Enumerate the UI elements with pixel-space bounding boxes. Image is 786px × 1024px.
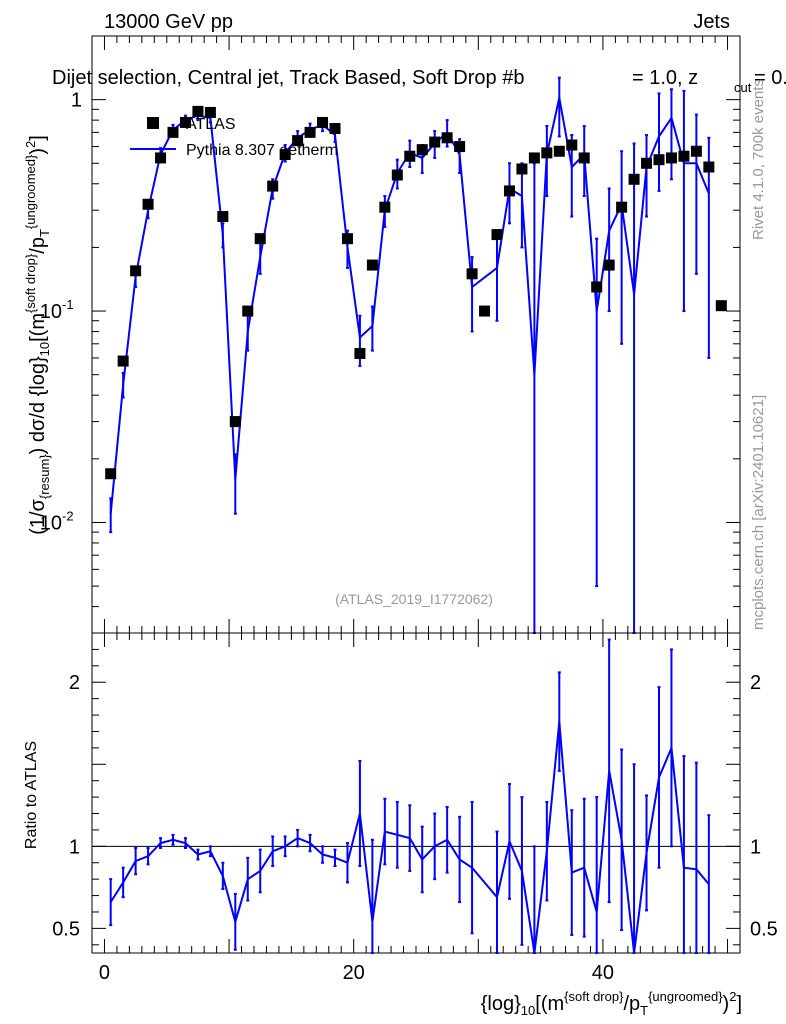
y-tick-exponent: -1 — [62, 297, 74, 312]
atlas-data-point — [354, 347, 366, 359]
atlas-data-point — [167, 126, 179, 138]
ratio-y-tick-label-right: 1 — [750, 836, 761, 858]
legend: ATLAS Pythia 8.307 eetherm — [130, 116, 338, 159]
atlas-data-point — [653, 154, 665, 166]
atlas-data-point — [603, 259, 615, 271]
main-axis-ticks: 10 -210 -11 — [40, 35, 740, 634]
atlas-data-point — [503, 185, 515, 197]
atlas-data-point — [665, 152, 677, 164]
atlas-data-point — [204, 106, 216, 118]
x-axis-label: {log}10[(m{soft drop}/pT{ungroomed})2] — [481, 989, 742, 1018]
atlas-data-point — [541, 147, 553, 159]
ratio-series-line — [109, 721, 710, 954]
atlas-data-point — [429, 136, 441, 148]
y-tick-label: 10 — [40, 301, 62, 323]
analysis-label: (ATLAS_2019_I1772062) — [335, 591, 493, 607]
zcut-value: = 0.1 — [754, 67, 786, 89]
ratio-y-tick-label-right: 0.5 — [750, 918, 778, 940]
atlas-data-point — [553, 145, 565, 157]
atlas-data-point — [591, 281, 603, 293]
atlas-data-point — [416, 144, 428, 156]
ratio-y-tick-label: 1 — [69, 836, 80, 858]
atlas-data-point — [466, 268, 478, 280]
atlas-data-point — [516, 163, 528, 175]
atlas-data-point — [105, 468, 117, 480]
ratio-plot-marks — [109, 638, 711, 954]
atlas-data-point — [217, 211, 229, 223]
ratio-plot-frame — [91, 632, 741, 954]
x-tick-label: 20 — [343, 962, 365, 984]
atlas-data-point — [578, 152, 590, 164]
atlas-data-point — [117, 355, 129, 367]
ratio-y-tick-label-right: 2 — [750, 672, 761, 694]
rivet-label: Rivet 4.1.0, 700k events — [750, 79, 767, 240]
atlas-data-point — [454, 141, 466, 153]
ratio-y-tick-label: 0.5 — [52, 918, 80, 940]
atlas-data-point — [715, 300, 727, 312]
atlas-data-point — [130, 265, 142, 277]
atlas-data-point — [292, 135, 304, 147]
atlas-data-point — [279, 149, 291, 161]
atlas-data-point — [641, 157, 653, 169]
atlas-data-point — [242, 305, 254, 317]
atlas-data-point — [329, 123, 341, 135]
ratio-axis-ticks: 0 20 40 0.5 0.5 1 1 2 2 — [52, 633, 778, 984]
atlas-data-point — [366, 259, 378, 271]
atlas-data-point — [142, 198, 154, 210]
atlas-data-point — [179, 116, 191, 128]
selection-title: Dijet selection, Central jet, Track Base… — [52, 67, 524, 89]
atlas-data-point — [304, 126, 316, 138]
atlas-data-point — [616, 201, 628, 213]
atlas-data-point — [703, 161, 715, 173]
mcplots-label: mcplots.cern.ch [arXiv:2401.10621] — [750, 395, 767, 630]
atlas-data-point — [317, 116, 329, 128]
atlas-data-point — [254, 233, 266, 245]
atlas-data-point — [192, 105, 204, 117]
atlas-data-point — [690, 145, 702, 157]
legend-atlas-marker — [147, 117, 159, 129]
atlas-data-point — [341, 233, 353, 245]
atlas-data-point — [479, 305, 491, 317]
beta-label: = 1.0, z — [632, 67, 698, 89]
atlas-data-point — [441, 132, 453, 144]
atlas-data-point — [628, 173, 640, 185]
y-tick-label: 1 — [71, 90, 82, 112]
legend-pythia-label: Pythia 8.307 eetherm — [186, 142, 338, 159]
x-tick-label: 0 — [99, 962, 110, 984]
main-y-axis-label: (1/σ{resum}) dσ/d {log}10[(m{soft drop}/… — [23, 135, 52, 535]
atlas-data-point — [678, 150, 690, 162]
atlas-data-point — [528, 152, 540, 164]
ratio-y-axis-label: Ratio to ATLAS — [23, 741, 40, 849]
atlas-data-point — [491, 229, 503, 241]
atlas-data-point — [155, 152, 167, 164]
y-tick-exponent: -2 — [62, 508, 74, 523]
zcut-subscript: cut — [734, 80, 752, 95]
atlas-data-point — [379, 201, 391, 213]
ratio-y-tick-label: 2 — [69, 672, 80, 694]
atlas-data-point — [404, 150, 416, 162]
atlas-data-point — [566, 139, 578, 151]
atlas-data-point — [391, 169, 403, 181]
energy-label: 13000 GeV pp — [104, 11, 233, 33]
main-y-axis-label-text: (1/σ{resum}) dσ/d {log}10[(m{soft drop}/… — [23, 135, 52, 535]
category-label: Jets — [693, 11, 730, 33]
y-tick-label: 10 — [40, 512, 62, 534]
main-plot-marks — [105, 76, 727, 634]
atlas-data-point — [229, 416, 241, 428]
x-tick-label: 40 — [592, 962, 614, 984]
atlas-data-point — [267, 180, 279, 192]
legend-atlas-label: ATLAS — [186, 116, 236, 133]
